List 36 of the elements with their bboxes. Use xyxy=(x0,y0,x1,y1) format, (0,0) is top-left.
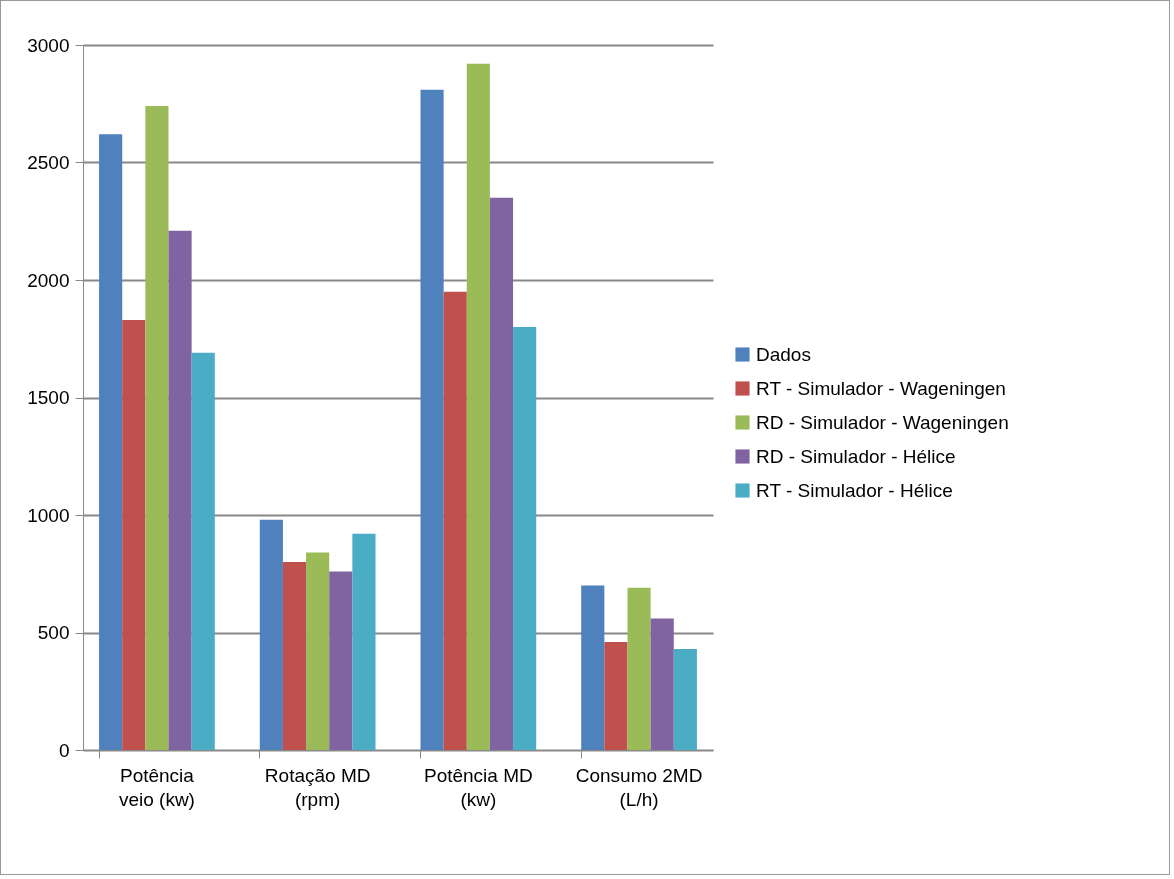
legend-label: RT - Simulador - Hélice xyxy=(756,479,953,501)
bar xyxy=(420,89,444,750)
x-tick-label: Rotação MD (rpm) xyxy=(264,764,371,810)
x-tick-label: Potência veio (kw) xyxy=(118,764,195,810)
y-tick-label: 500 xyxy=(37,622,70,643)
bar xyxy=(443,291,467,750)
bar xyxy=(673,648,697,750)
y-tick-label: 3000 xyxy=(27,34,70,56)
x-tick-label: Potência MD (kw) xyxy=(423,764,533,810)
bar xyxy=(604,641,628,750)
bar xyxy=(306,552,330,750)
y-tick-label: 2000 xyxy=(27,269,70,291)
bar xyxy=(191,352,215,750)
y-tick-label: 0 xyxy=(58,739,70,761)
bar xyxy=(581,585,605,750)
y-tick-label: 2500 xyxy=(27,152,70,173)
bar xyxy=(627,587,651,750)
bar xyxy=(168,230,192,750)
bar xyxy=(489,197,514,750)
bar xyxy=(466,63,490,750)
bar xyxy=(282,562,307,750)
bar xyxy=(329,571,353,750)
legend-label: RD - Simulador - Wageningen xyxy=(756,411,1009,433)
bar xyxy=(650,618,674,750)
bar xyxy=(513,327,537,750)
bar xyxy=(99,134,123,750)
bar xyxy=(352,533,376,750)
legend-label: RT - Simulador - Wageningen xyxy=(756,377,1006,399)
y-tick-label: 1500 xyxy=(27,387,70,408)
legend-label: RD - Simulador - Hélice xyxy=(756,445,956,467)
x-tick-label: Consumo 2MD (L/h) xyxy=(575,764,703,810)
bar xyxy=(259,519,283,750)
y-tick-label: 1000 xyxy=(27,504,70,526)
bar xyxy=(145,106,169,750)
legend-label: Dados xyxy=(756,343,811,365)
bar xyxy=(122,319,146,750)
